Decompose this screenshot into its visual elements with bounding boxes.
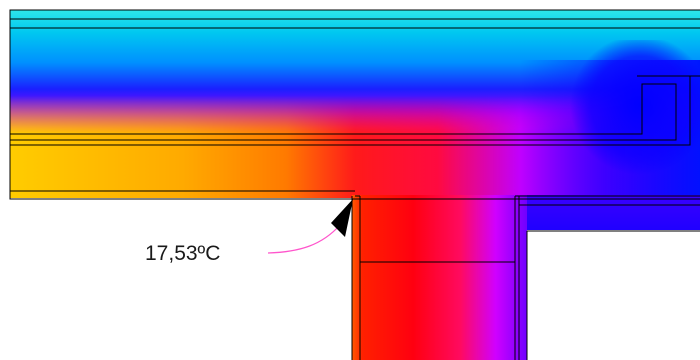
left-interior-space: [0, 198, 352, 360]
temperature-label: 17,53ºC: [145, 242, 220, 265]
right-wall-thermal-field: [527, 195, 700, 230]
top-exterior-space: [0, 0, 700, 10]
leader-line: [267, 224, 341, 254]
right-interior-space: [531, 230, 700, 360]
corner-cold-spot: [560, 40, 700, 200]
stem-thermal-field: [352, 195, 527, 360]
construction-outlines: [9, 9, 700, 360]
arrow-head: [331, 199, 353, 237]
